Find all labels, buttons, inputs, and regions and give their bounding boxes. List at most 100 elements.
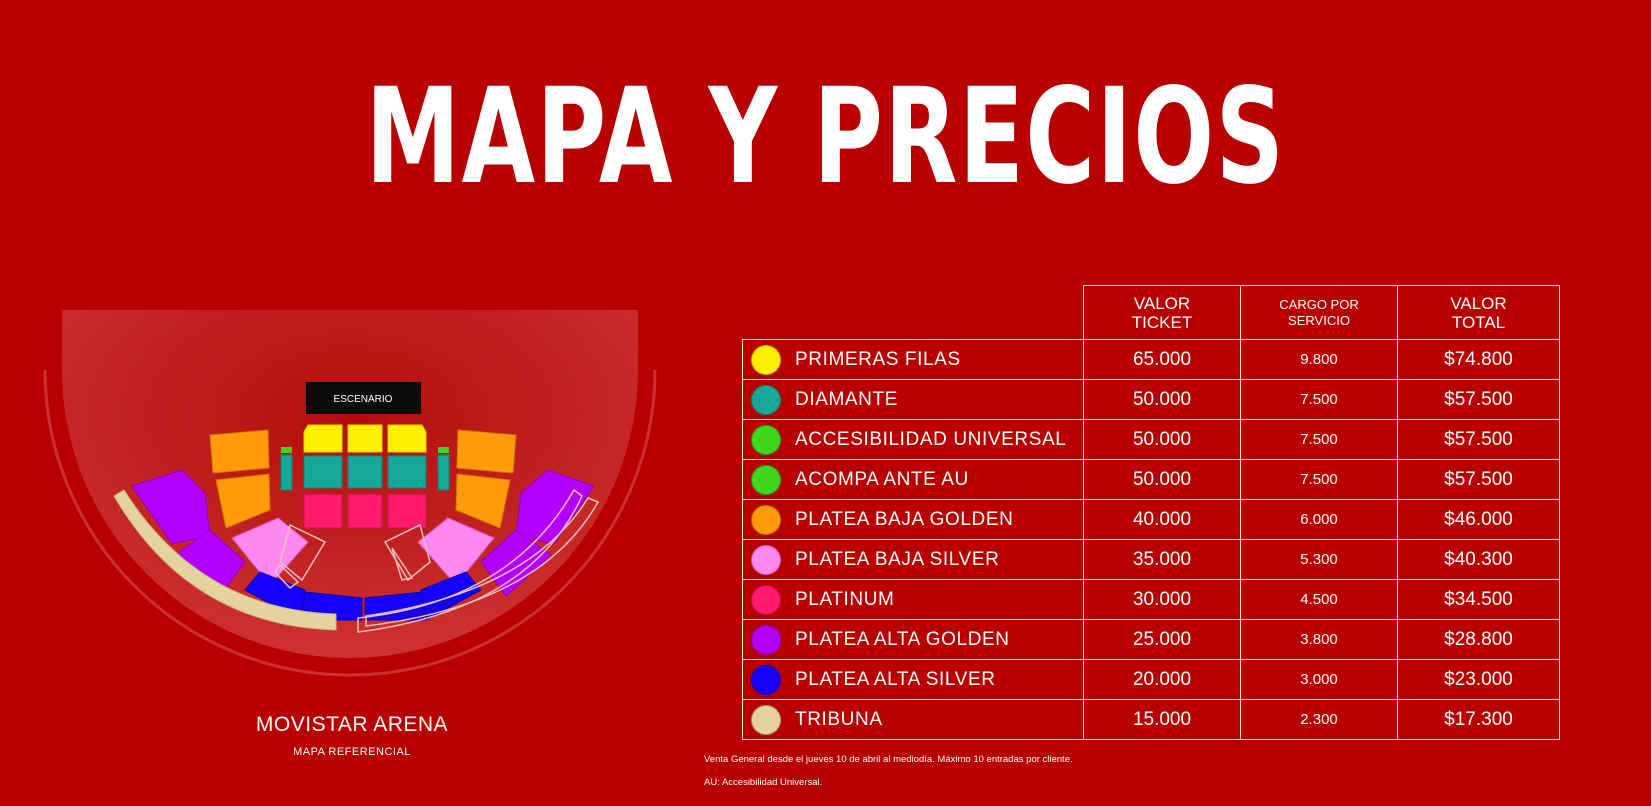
- ticket-price: 65.000: [1083, 339, 1241, 380]
- zone-label: PLATEA BAJA GOLDEN: [795, 508, 1014, 530]
- total-price: $46.000: [1397, 499, 1560, 540]
- service-charge: 3.800: [1240, 619, 1398, 660]
- ticket-price: 35.000: [1083, 539, 1241, 580]
- zone-label: DIAMANTE: [795, 388, 898, 410]
- service-charge: 9.800: [1240, 339, 1398, 380]
- table-row: PLATEA ALTA GOLDEN 25.000 3.800 $28.800: [742, 619, 1560, 660]
- ticket-price: 50.000: [1083, 379, 1241, 420]
- header-ticket: VALOR TICKET: [1083, 285, 1241, 340]
- ticket-price: 40.000: [1083, 499, 1241, 540]
- section-platea-alta-silver[interactable]: [244, 571, 482, 621]
- section-accesibilidad[interactable]: [281, 447, 449, 453]
- ticket-price: 20.000: [1083, 659, 1241, 700]
- total-price: $28.800: [1397, 619, 1560, 660]
- venue-subtitle: MAPA REFERENCIAL: [293, 746, 411, 758]
- zone-color-dot: [751, 424, 781, 455]
- table-row: ACCESIBILIDAD UNIVERSAL 50.000 7.500 $57.50…: [742, 419, 1560, 460]
- zone-cell: TRIBUNA: [742, 699, 1084, 740]
- arena-outer-ring: [43, 369, 657, 677]
- zone-cell: PRIMERAS FILAS: [742, 339, 1084, 380]
- table-row: PLATEA ALTA SILVER 20.000 3.000 $23.000: [742, 659, 1560, 700]
- service-charge: 7.500: [1240, 419, 1398, 460]
- zone-cell: PLATEA BAJA GOLDEN: [742, 499, 1084, 540]
- header-total: VALOR TOTAL: [1397, 285, 1560, 340]
- service-charge: 3.000: [1240, 659, 1398, 700]
- service-charge: 7.500: [1240, 379, 1398, 420]
- total-price: $40.300: [1397, 539, 1560, 580]
- service-charge: 6.000: [1240, 499, 1398, 540]
- section-tribuna-outline: [357, 488, 583, 633]
- table-header-row: VALOR TICKET CARGO POR SERVICIO VALOR TO…: [743, 285, 1560, 340]
- table-row: PLATEA BAJA GOLDEN 40.000 6.000 $46.000: [742, 499, 1560, 540]
- section-primeras-filas[interactable]: [303, 424, 427, 453]
- total-price: $74.800: [1397, 339, 1560, 380]
- au-note: AU: Accesibilidad Universal.: [704, 777, 823, 788]
- zone-cell: PLATEA BAJA SILVER: [742, 539, 1084, 580]
- stage-label: ESCENARIO: [334, 394, 393, 405]
- zone-cell: PLATEA ALTA GOLDEN: [742, 619, 1084, 660]
- total-price: $23.000: [1397, 659, 1560, 700]
- stage: [306, 382, 421, 414]
- zone-color-dot: [751, 664, 781, 695]
- zone-label: PRIMERAS FILAS: [795, 348, 961, 370]
- zone-label: PLATEA ALTA GOLDEN: [795, 628, 1010, 650]
- zone-cell: ACOMPA ANTE AU: [742, 459, 1084, 500]
- zone-color-dot: [751, 704, 781, 735]
- zone-label: ACOMPA ANTE AU: [795, 468, 969, 490]
- section-platea-baja-golden[interactable]: [209, 429, 517, 529]
- zone-cell: ACCESIBILIDAD UNIVERSAL: [742, 419, 1084, 460]
- ticket-price: 50.000: [1083, 459, 1241, 500]
- zone-color-dot: [751, 504, 781, 535]
- sale-note: Venta General desde el jueves 10 de abri…: [704, 754, 1073, 765]
- service-charge: 7.500: [1240, 459, 1398, 500]
- table-row: PLATINUM 30.000 4.500 $34.500: [742, 579, 1560, 620]
- service-charge: 2.300: [1240, 699, 1398, 740]
- zone-label: PLATEA BAJA SILVER: [795, 548, 1000, 570]
- total-price: $57.500: [1397, 379, 1560, 420]
- table-row: DIAMANTE 50.000 7.500 $57.500: [742, 379, 1560, 420]
- header-service: CARGO POR SERVICIO: [1240, 285, 1398, 340]
- zone-color-dot: [751, 584, 781, 615]
- zone-label: ACCESIBILIDAD UNIVERSAL: [795, 428, 1067, 450]
- section-platinum[interactable]: [303, 493, 427, 529]
- zone-label: TRIBUNA: [795, 708, 883, 730]
- seating-map-graphic: ESCENARIO: [43, 310, 657, 677]
- table-row: TRIBUNA 15.000 2.300 $17.300: [742, 699, 1560, 740]
- zone-label: PLATEA ALTA SILVER: [795, 668, 996, 690]
- price-table: VALOR TICKET CARGO POR SERVICIO VALOR TO…: [742, 285, 1560, 740]
- header-ticket-line1: VALOR: [1133, 293, 1191, 313]
- ticket-price: 15.000: [1083, 699, 1241, 740]
- zone-color-dot: [751, 624, 781, 655]
- price-rows: PRIMERAS FILAS 65.000 9.800 $74.800 DIAMANTE…: [742, 339, 1560, 740]
- section-diamante[interactable]: [280, 454, 450, 491]
- zone-label: PLATINUM: [795, 588, 895, 610]
- section-platea-alta-golden[interactable]: [131, 469, 595, 597]
- total-price: $17.300: [1397, 699, 1560, 740]
- header-service-line2: SERVICIO: [1288, 312, 1350, 328]
- ticket-price: 25.000: [1083, 619, 1241, 660]
- table-row: PRIMERAS FILAS 65.000 9.800 $74.800: [742, 339, 1560, 380]
- page-title: MAPA Y PRECIOS: [365, 60, 1286, 214]
- header-ticket-line2: TICKET: [1131, 312, 1193, 332]
- header-total-line1: VALOR: [1450, 293, 1507, 313]
- total-price: $57.500: [1397, 459, 1560, 500]
- zone-color-dot: [751, 344, 781, 375]
- ticket-price: 50.000: [1083, 419, 1241, 460]
- zone-color-dot: [751, 544, 781, 575]
- total-price: $57.500: [1397, 419, 1560, 460]
- section-tribuna[interactable]: [113, 489, 337, 631]
- table-row: ACOMPA ANTE AU 50.000 7.500 $57.500: [742, 459, 1560, 500]
- zone-cell: DIAMANTE: [742, 379, 1084, 420]
- zone-cell: PLATINUM: [742, 579, 1084, 620]
- zone-cell: PLATEA ALTA SILVER: [742, 659, 1084, 700]
- service-charge: 4.500: [1240, 579, 1398, 620]
- section-outlines: [274, 497, 600, 627]
- zone-color-dot: [751, 384, 781, 415]
- table-row: PLATEA BAJA SILVER 35.000 5.300 $40.300: [742, 539, 1560, 580]
- header-total-line2: TOTAL: [1451, 312, 1506, 332]
- service-charge: 5.300: [1240, 539, 1398, 580]
- seating-map: ESCENARIO: [40, 290, 680, 710]
- venue-name: MOVISTAR ARENA: [255, 713, 449, 736]
- header-blank: [743, 286, 1084, 340]
- total-price: $34.500: [1397, 579, 1560, 620]
